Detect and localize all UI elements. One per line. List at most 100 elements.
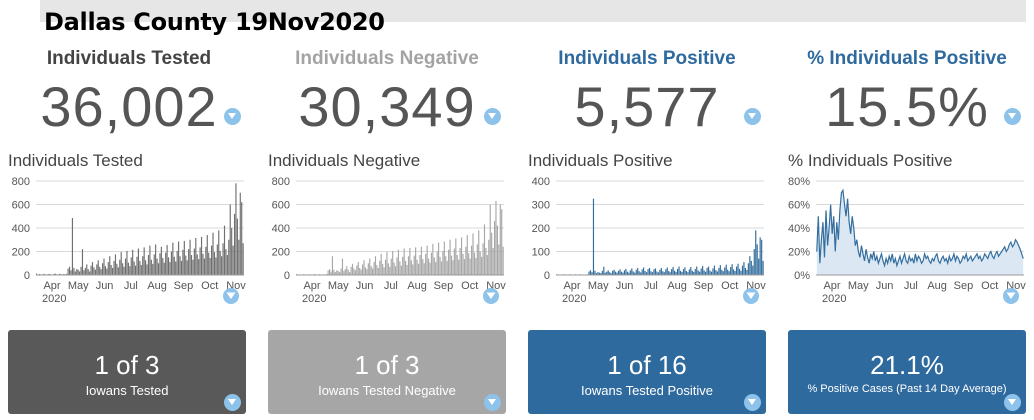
bar bbox=[678, 266, 680, 275]
bar bbox=[239, 192, 241, 275]
bar bbox=[713, 265, 716, 275]
bar bbox=[465, 246, 467, 275]
filter-icon[interactable] bbox=[1004, 394, 1021, 411]
bar bbox=[631, 268, 633, 275]
bar bbox=[387, 263, 389, 275]
bar bbox=[420, 246, 422, 275]
card-iowans-tested-positive: 1 of 16 Iowans Tested Positive bbox=[528, 330, 766, 414]
bar bbox=[186, 260, 188, 275]
bar bbox=[357, 262, 359, 275]
bar bbox=[137, 248, 139, 275]
bar bbox=[696, 266, 698, 275]
filter-icon[interactable] bbox=[224, 108, 241, 125]
x-tick-label: Oct bbox=[201, 280, 218, 292]
chart-title: Individuals Negative bbox=[268, 151, 421, 170]
header-bar bbox=[40, 0, 1026, 22]
bar bbox=[232, 245, 234, 276]
bar bbox=[344, 269, 346, 276]
bar bbox=[459, 247, 461, 275]
bar bbox=[481, 256, 483, 275]
metric-individuals-negative: Individuals Negative 30,349 bbox=[262, 46, 512, 138]
bar bbox=[426, 245, 428, 276]
bar bbox=[496, 225, 498, 275]
bar bbox=[67, 268, 69, 275]
bar bbox=[231, 228, 233, 275]
bar bbox=[753, 249, 755, 275]
bar bbox=[179, 256, 181, 275]
bar bbox=[737, 263, 739, 275]
bar bbox=[110, 265, 112, 275]
bar bbox=[672, 267, 674, 275]
y-tick-label: 600 bbox=[272, 200, 290, 212]
bar bbox=[483, 224, 486, 275]
x-tick-label: Jul bbox=[384, 280, 398, 292]
bar bbox=[491, 232, 493, 275]
bar bbox=[623, 270, 626, 275]
bar bbox=[363, 260, 365, 275]
bar bbox=[635, 269, 637, 275]
bar bbox=[129, 266, 131, 275]
bar bbox=[758, 258, 760, 275]
bar bbox=[613, 269, 615, 275]
filter-icon[interactable] bbox=[1003, 288, 1019, 304]
metric-label: Individuals Tested bbox=[46, 48, 212, 69]
x-tick-label: Jun bbox=[876, 280, 894, 292]
filter-icon[interactable] bbox=[223, 288, 239, 304]
x-tick-label: Apr bbox=[43, 280, 60, 292]
bar bbox=[619, 269, 621, 275]
x-tick-label: May bbox=[588, 280, 609, 292]
bar bbox=[706, 267, 708, 275]
bar bbox=[595, 273, 598, 275]
bar bbox=[628, 272, 630, 275]
bar bbox=[93, 267, 95, 275]
bar bbox=[219, 250, 221, 275]
bar bbox=[116, 263, 118, 275]
bar bbox=[472, 233, 474, 275]
filter-icon[interactable] bbox=[743, 288, 759, 304]
filter-icon[interactable] bbox=[224, 394, 241, 411]
bar bbox=[610, 273, 612, 275]
filter-icon[interactable] bbox=[1004, 108, 1021, 125]
card-label: Iowans Tested Negative bbox=[318, 383, 456, 398]
bar bbox=[183, 240, 185, 275]
bar bbox=[211, 245, 213, 276]
x-tick-label: Sep bbox=[434, 280, 454, 292]
bar bbox=[759, 237, 761, 275]
bar bbox=[455, 238, 457, 275]
bar bbox=[350, 266, 352, 275]
bar bbox=[383, 267, 385, 275]
bar bbox=[449, 239, 451, 275]
bar bbox=[241, 202, 243, 275]
filter-icon[interactable] bbox=[484, 394, 501, 411]
bar bbox=[334, 272, 336, 275]
x-year-label: 2020 bbox=[562, 293, 586, 304]
bar bbox=[167, 257, 170, 276]
metric-value: 15.5% bbox=[825, 75, 989, 138]
filter-icon[interactable] bbox=[483, 288, 499, 304]
x-tick-label: May bbox=[68, 280, 89, 292]
bar bbox=[700, 268, 702, 275]
bar bbox=[400, 265, 402, 275]
x-tick-label: Aug bbox=[927, 280, 947, 292]
y-tick-label: 200 bbox=[12, 247, 30, 259]
bar bbox=[419, 255, 421, 275]
bar bbox=[405, 260, 407, 275]
bar bbox=[724, 267, 726, 275]
bar bbox=[750, 260, 752, 275]
filter-icon[interactable] bbox=[744, 394, 761, 411]
filter-icon[interactable] bbox=[484, 108, 501, 125]
y-tick-label: 0 bbox=[544, 270, 550, 282]
bar bbox=[648, 267, 651, 275]
bar bbox=[392, 250, 394, 275]
bar bbox=[746, 269, 748, 275]
bar bbox=[143, 247, 145, 275]
metric-value: 5,577 bbox=[574, 75, 720, 138]
bar bbox=[620, 271, 623, 275]
filter-icon[interactable] bbox=[744, 108, 761, 125]
bar bbox=[91, 262, 94, 275]
bar bbox=[747, 263, 749, 275]
bar bbox=[493, 220, 496, 275]
bar bbox=[76, 269, 78, 276]
x-tick-label: Sep bbox=[954, 280, 974, 292]
